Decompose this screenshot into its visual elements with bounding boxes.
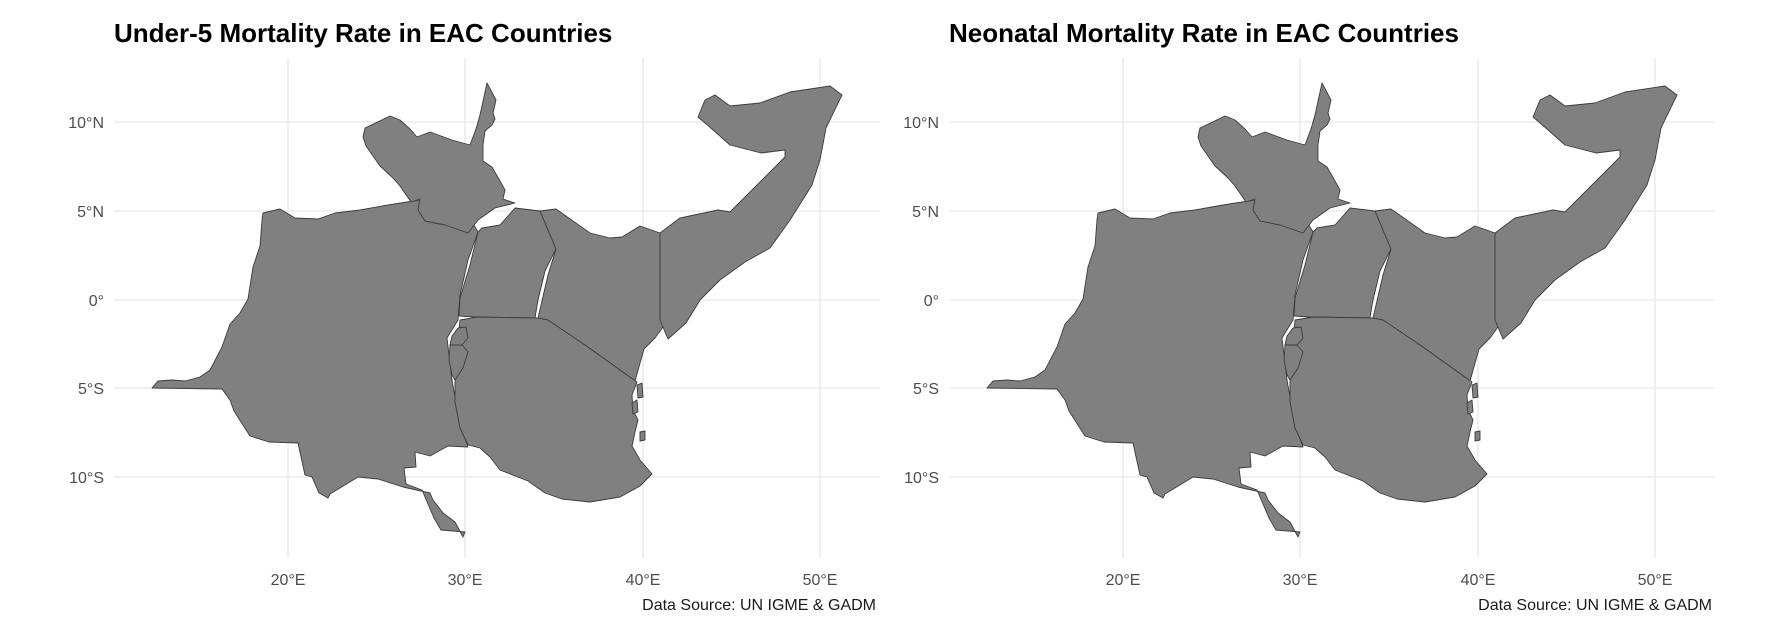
country-shapes — [986, 82, 1678, 538]
country-tanzania — [1289, 316, 1488, 503]
x-tick-label: 30°E — [448, 572, 483, 589]
country-uganda — [458, 207, 557, 319]
y-axis-labels: 10°N 5°N 0° 5°S 10°S — [903, 115, 939, 487]
y-axis-labels: 10°N 5°N 0° 5°S 10°S — [68, 115, 104, 487]
country-dr-congo — [151, 199, 479, 538]
map-plot: 20°E 30°E 40°E 50°E 10°N 5°N 0° 5°S 10°S — [903, 58, 1715, 589]
island-mafia — [1474, 430, 1481, 442]
y-tick-label: 10°S — [904, 470, 939, 487]
map-caption: Data Source: UN IGME & GADM — [1478, 597, 1712, 614]
x-tick-label: 40°E — [626, 572, 661, 589]
y-tick-label: 10°N — [903, 115, 939, 132]
x-tick-label: 20°E — [271, 572, 306, 589]
x-tick-label: 30°E — [1283, 572, 1318, 589]
country-burundi — [1283, 344, 1304, 381]
map-caption: Data Source: UN IGME & GADM — [642, 597, 876, 614]
y-tick-label: 0° — [89, 293, 104, 310]
y-tick-label: 10°N — [68, 115, 104, 132]
y-tick-label: 5°N — [912, 204, 939, 221]
country-tanzania — [454, 316, 653, 503]
island-mafia — [639, 430, 646, 442]
island-pemba — [1466, 399, 1474, 415]
map-plot: 20°E 30°E 40°E 50°E 10°N 5°N 0° 5°S 10°S — [68, 58, 880, 589]
island-zanzibar — [1471, 382, 1479, 399]
map-panel-neonatal: Neonatal Mortality Rate in EAC Countries — [835, 0, 1720, 636]
x-tick-label: 20°E — [1106, 572, 1141, 589]
x-tick-label: 50°E — [803, 572, 838, 589]
y-tick-label: 5°S — [78, 381, 104, 398]
island-zanzibar — [636, 382, 644, 399]
map-title: Neonatal Mortality Rate in EAC Countries — [949, 18, 1459, 48]
x-axis-labels: 20°E 30°E 40°E 50°E — [1106, 572, 1673, 589]
island-pemba — [631, 399, 639, 415]
y-tick-label: 10°S — [69, 470, 104, 487]
x-tick-label: 40°E — [1461, 572, 1496, 589]
country-shapes — [151, 82, 843, 538]
country-burundi — [448, 344, 469, 381]
y-tick-label: 0° — [924, 293, 939, 310]
country-south-sudan — [1197, 82, 1351, 234]
x-axis-labels: 20°E 30°E 40°E 50°E — [271, 572, 838, 589]
map-panel-under5: Under-5 Mortality Rate in EAC Countries — [68, 18, 880, 614]
country-somalia — [659, 85, 843, 340]
x-tick-label: 50°E — [1638, 572, 1673, 589]
map-title: Under-5 Mortality Rate in EAC Countries — [114, 18, 613, 48]
y-tick-label: 5°N — [77, 204, 104, 221]
country-uganda — [1293, 207, 1392, 319]
country-somalia — [1494, 85, 1678, 340]
y-tick-label: 5°S — [913, 381, 939, 398]
country-dr-congo — [986, 199, 1314, 538]
country-south-sudan — [362, 82, 516, 234]
